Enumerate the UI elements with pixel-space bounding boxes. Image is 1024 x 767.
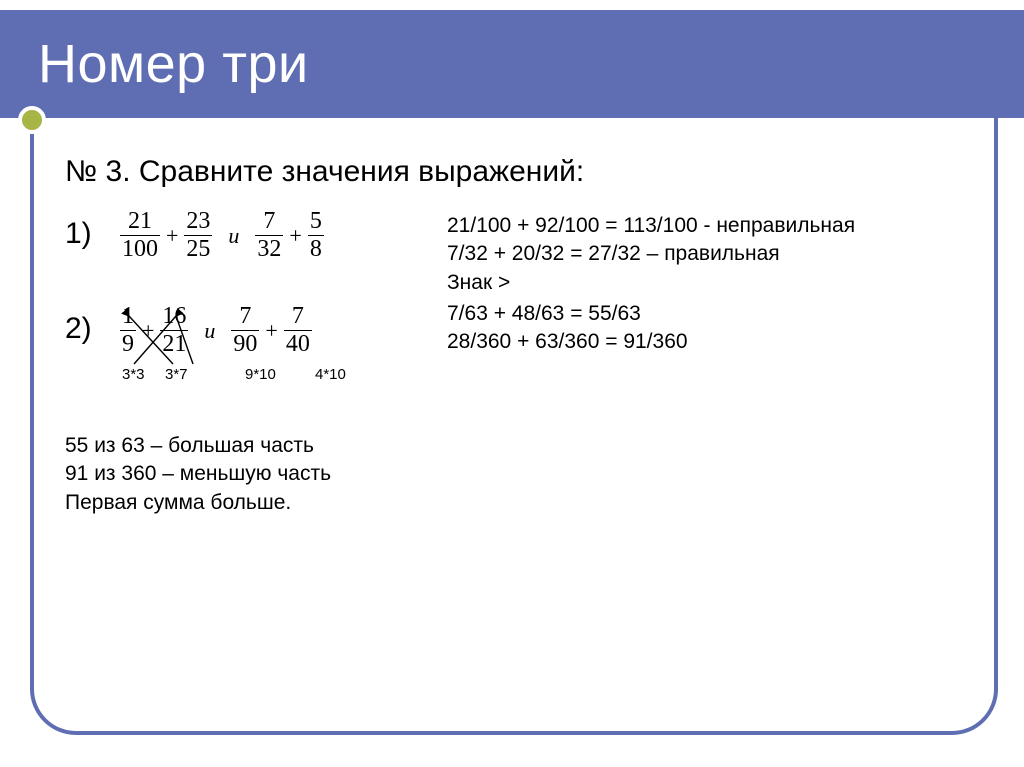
fraction: 7 32 [255, 209, 283, 263]
factor-note: 9*10 [245, 366, 276, 383]
item-number: 2) [65, 302, 120, 346]
fraction: 7 40 [284, 304, 312, 358]
item-number: 1) [65, 207, 120, 251]
factor-note: 3*7 [165, 366, 188, 383]
fraction: 23 25 [184, 209, 212, 263]
fraction: 1 9 [120, 304, 136, 358]
item-1: 1) 21 100 + 23 25 и 7 32 [65, 207, 965, 297]
fraction: 21 100 [120, 209, 160, 263]
plus-operator: + [136, 305, 160, 357]
content-area: № 3. Сравните значения выражений: 1) 21 … [65, 155, 965, 517]
summary-text: 55 из 63 – большая часть 91 из 360 – мен… [65, 432, 965, 517]
conjunction-and: и [212, 210, 255, 262]
plus-operator: + [283, 210, 307, 262]
item-2-left-expr: 1 9 + 16 21 и 7 90 + 7 [120, 302, 312, 358]
item-1-left-expr: 21 100 + 23 25 и 7 32 + 5 [120, 207, 324, 263]
slide-title: Номер три [38, 33, 309, 95]
slide: Номер три № 3. Сравните значения выражен… [0, 0, 1024, 767]
fraction: 5 8 [308, 209, 324, 263]
conjunction-and: и [188, 305, 231, 357]
fraction: 7 90 [231, 304, 259, 358]
factor-note: 3*3 [122, 366, 145, 383]
task-title: № 3. Сравните значения выражений: [65, 155, 965, 189]
factor-note: 4*10 [315, 366, 346, 383]
item-1-explanation: 21/100 + 92/100 = 113/100 - неправильная… [447, 212, 855, 297]
plus-operator: + [160, 210, 184, 262]
item-2-explanation: 7/63 + 48/63 = 55/63 28/360 + 63/360 = 9… [447, 300, 688, 357]
accent-dot-icon [18, 106, 46, 134]
fraction: 16 21 [160, 304, 188, 358]
plus-operator: + [259, 305, 283, 357]
item-2: 2) 1 9 + 16 21 и 7 90 [65, 302, 965, 412]
header-band: Номер три [0, 10, 1024, 118]
